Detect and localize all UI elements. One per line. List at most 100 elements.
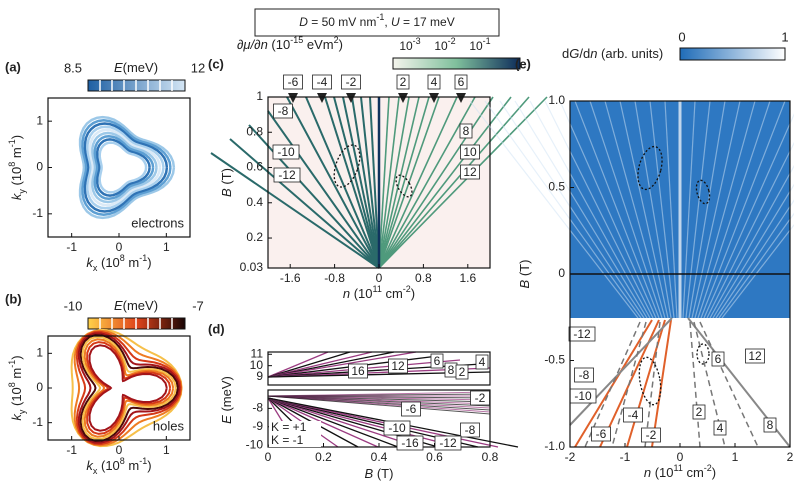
curve <box>369 96 380 269</box>
x-axis-label-part: 11 <box>372 284 381 294</box>
x-axis-label-part: (10 <box>350 286 372 301</box>
annotation: 12 <box>748 349 762 363</box>
annotation: -2 <box>346 75 357 89</box>
y-tick-label: -8 <box>252 401 263 415</box>
y-tick-label: 10 <box>250 358 264 372</box>
curve <box>703 113 794 319</box>
curve <box>634 100 672 319</box>
contour <box>83 338 175 438</box>
curve <box>378 96 476 269</box>
x-axis-label-part: (10 <box>97 255 119 270</box>
annotation: 2 <box>696 405 703 419</box>
y-tick-label: 0.03 <box>240 260 264 274</box>
curve <box>378 96 410 269</box>
curve <box>682 100 696 319</box>
contour <box>78 115 176 220</box>
annotation: -4 <box>317 75 328 89</box>
curve <box>378 96 548 269</box>
colorbar-label-part: E <box>114 298 123 313</box>
curve <box>333 96 380 269</box>
colorbar-label-part: G <box>569 46 579 61</box>
y-tick-label: -1 <box>32 415 43 429</box>
annotation: -6 <box>596 427 607 441</box>
contour <box>91 131 158 204</box>
colorbar-tick-label: 8.5 <box>64 60 82 75</box>
y-tick-label: -1.0 <box>544 439 565 453</box>
contour <box>88 128 162 207</box>
y-axis-label-part: B <box>219 188 234 197</box>
annotation: 4 <box>717 421 724 435</box>
annotation: -6 <box>288 75 299 89</box>
y-tick-label: 0.8 <box>246 124 263 138</box>
curve <box>267 397 459 448</box>
colorbar-label: E(meV) <box>114 60 158 75</box>
label-box <box>283 74 303 90</box>
x-tick-label: 0.4 <box>371 450 388 464</box>
y-axis-label-part: (T) <box>517 260 532 280</box>
y-axis-label-part: k <box>9 413 24 421</box>
y-tick-label: 1 <box>256 89 263 103</box>
annotation: -8 <box>579 368 590 382</box>
x-axis-label-part: k <box>86 458 94 473</box>
panel-label: (a) <box>5 59 21 74</box>
colorbar-tick-label: 0 <box>678 29 685 44</box>
colorbar-tick-label-part: 10 <box>434 39 448 53</box>
x-tick-label: 1 <box>163 443 170 457</box>
x-axis-label-part: n <box>644 465 651 480</box>
curve <box>709 164 794 319</box>
curve <box>574 100 660 319</box>
label-box <box>460 422 480 438</box>
label-box <box>401 401 421 417</box>
colorbar-tick-label: 10-3 <box>399 36 420 53</box>
curve <box>584 321 641 448</box>
annotation: -12 <box>573 327 591 341</box>
y-axis-label-part: m <box>9 147 24 161</box>
colorbar-label-part: ∂μ/∂n <box>237 37 268 52</box>
contour <box>73 329 183 447</box>
curve <box>378 96 530 269</box>
y-axis-label-part: B <box>517 279 532 288</box>
x-axis-label-part: 8 <box>120 456 125 466</box>
x-axis-label-part: x <box>93 466 98 476</box>
x-tick-label: 0.8 <box>482 450 499 464</box>
curve <box>569 317 673 426</box>
arrow <box>346 93 356 103</box>
curve <box>529 100 651 319</box>
x-axis-label-part: m <box>125 458 139 473</box>
contour <box>88 344 168 432</box>
x-axis-label-part: ) <box>712 465 716 480</box>
curve <box>697 100 771 319</box>
y-tick-label: 0.2 <box>246 230 263 244</box>
curve <box>721 224 794 319</box>
y-tick-label: 11 <box>251 346 264 360</box>
contour <box>93 134 155 201</box>
curve <box>267 395 491 415</box>
curve <box>469 100 639 319</box>
colorbar-label-part: E <box>114 60 123 75</box>
label-box <box>692 404 706 420</box>
annotation: 16 <box>351 364 365 378</box>
colorbar-label-part: ) <box>339 37 343 52</box>
annotation: 8 <box>463 124 470 138</box>
curve <box>210 152 380 269</box>
contour <box>83 122 169 213</box>
x-axis-label-part: -1 <box>139 253 147 263</box>
curve <box>267 397 399 448</box>
label-box <box>475 354 489 370</box>
colorbar-label-part: (meV) <box>123 298 158 313</box>
annotation: -2 <box>475 391 486 405</box>
x-tick-label: 0.2 <box>315 450 332 464</box>
colorbar-label-part: (arb. units) <box>597 46 663 61</box>
dotted-region <box>695 179 711 205</box>
annotation: 2 <box>459 365 466 379</box>
annotation: -12 <box>278 168 296 182</box>
x-axis-label-part: m <box>125 255 139 270</box>
contour <box>96 138 151 197</box>
header-part: = 50 mV nm <box>308 15 376 29</box>
annotation: 12 <box>463 165 477 179</box>
colorbar-label-part: 2 <box>334 35 339 45</box>
y-axis-label-part: y <box>17 409 27 414</box>
y-tick-label: -9 <box>252 419 263 433</box>
x-axis-label-part: ) <box>147 458 151 473</box>
y-tick-label: 0 <box>36 160 43 174</box>
